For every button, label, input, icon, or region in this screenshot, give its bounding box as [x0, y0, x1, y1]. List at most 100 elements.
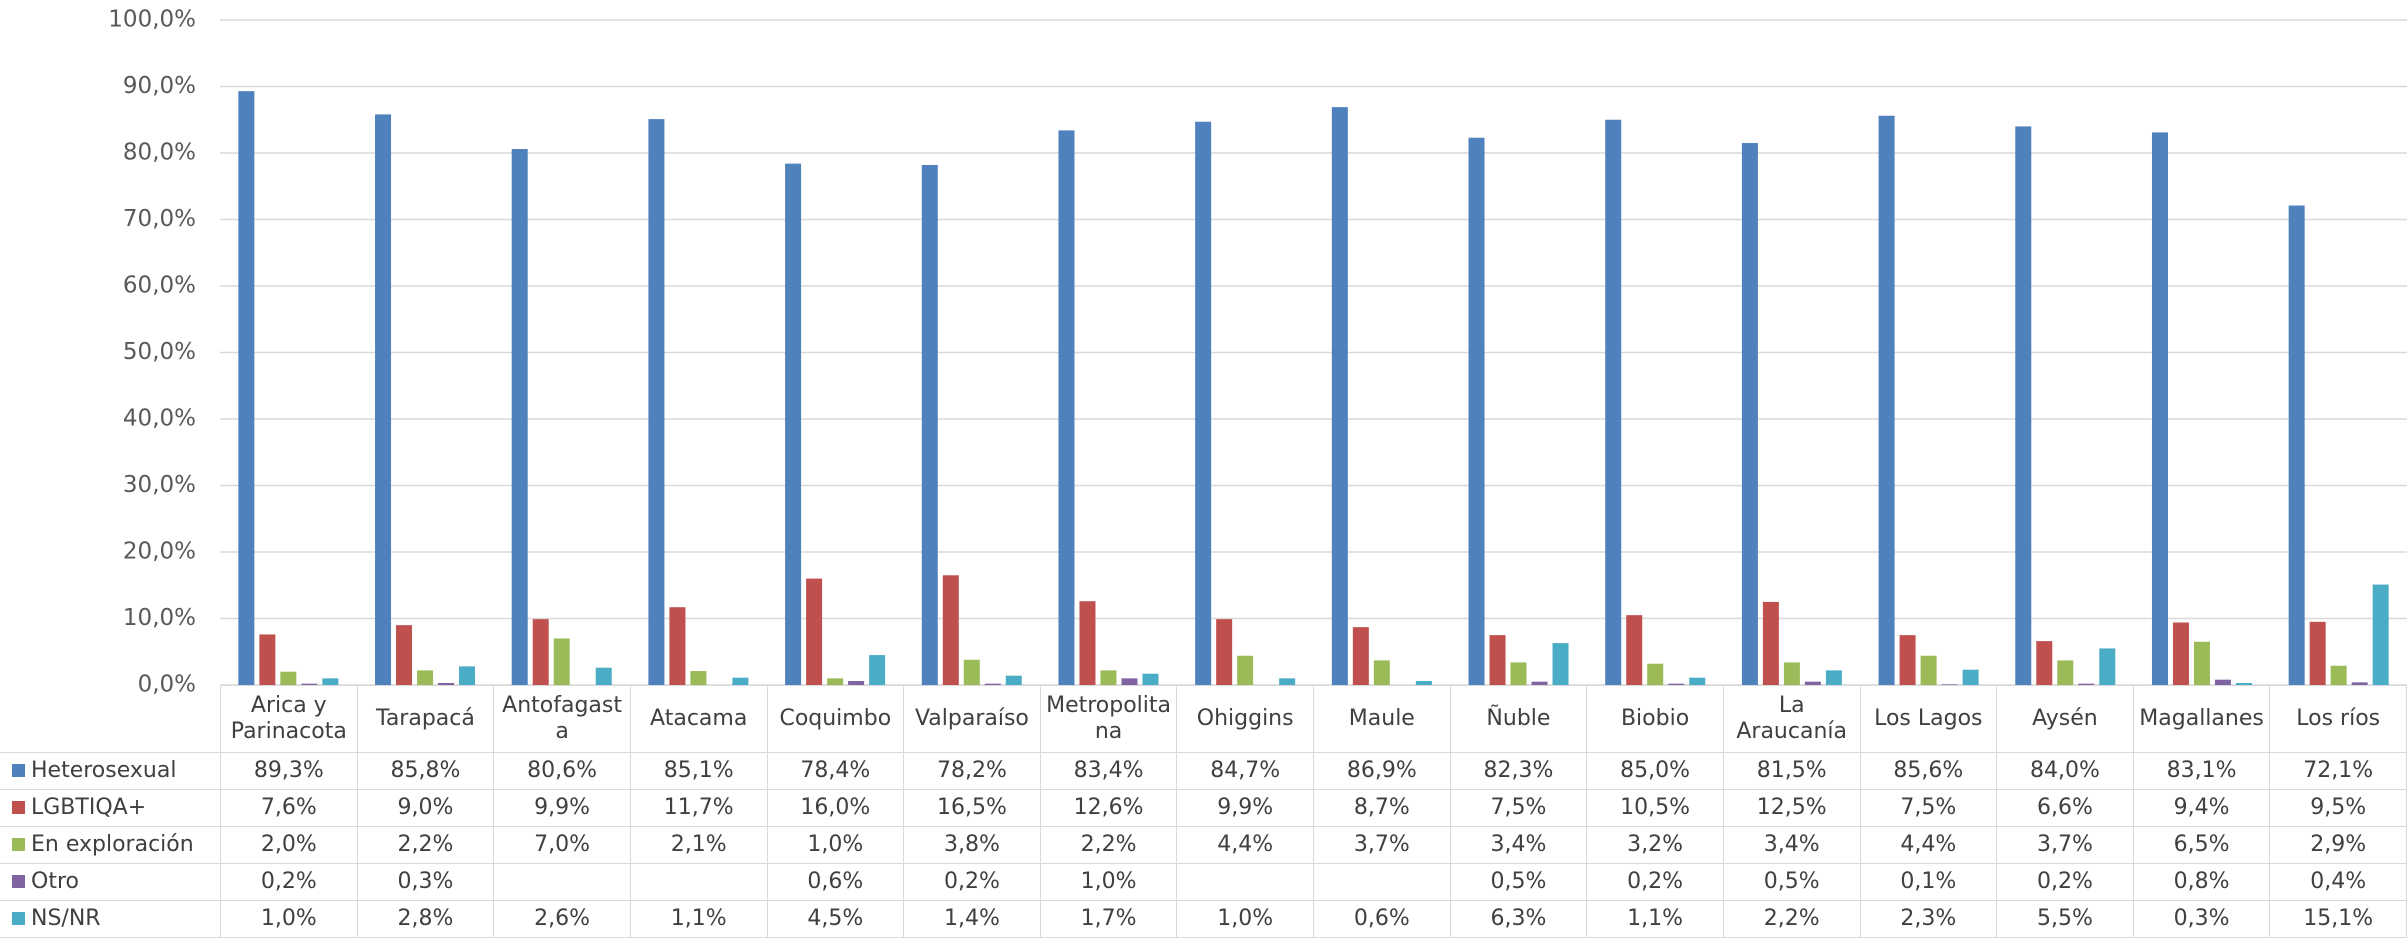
value-cell: 16,0%: [766, 789, 905, 827]
category-label: Ñuble: [1449, 685, 1588, 753]
value-cell: 2,2%: [356, 826, 495, 864]
value-cell: 2,3%: [1859, 900, 1998, 938]
corner-cell: [0, 685, 221, 753]
category-label: La Araucanía: [1722, 685, 1861, 753]
value-cell: 89,3%: [220, 752, 358, 790]
value-cell: 7,6%: [220, 789, 358, 827]
value-cell: 2,1%: [629, 826, 768, 864]
value-cell: 0,2%: [1996, 863, 2134, 901]
bar: [238, 91, 255, 685]
category-label: Maule: [1313, 685, 1451, 753]
value-cell: 83,1%: [2132, 752, 2271, 790]
bar: [2235, 683, 2252, 685]
y-tick-label: 10,0%: [123, 605, 196, 631]
bar: [1741, 143, 1758, 685]
bar: [690, 671, 707, 685]
bar: [2036, 641, 2053, 685]
series-row: Heterosexual 89,3% 85,8% 80,6% 85,1% 78,4% 78,…: [0, 752, 2407, 790]
category-label: Coquimbo: [766, 685, 905, 753]
bar: [1373, 660, 1390, 685]
value-cell: 0,6%: [766, 863, 905, 901]
bar: [2288, 205, 2305, 685]
bar: [322, 678, 339, 685]
bar: [806, 578, 823, 685]
y-tick-label: 60,0%: [123, 273, 196, 299]
bar: [553, 638, 570, 685]
legend-cell: Heterosexual: [0, 752, 221, 790]
bar: [648, 119, 665, 685]
value-cell: 7,0%: [493, 826, 631, 864]
header-row: Arica y Parinacota Tarapacá Antofagasta Ata…: [0, 685, 2407, 753]
bar: [1489, 635, 1506, 685]
category-label: Antofagasta: [493, 685, 631, 753]
y-tick-label: 30,0%: [123, 472, 196, 498]
bar: [1962, 669, 1979, 685]
bar: [1331, 107, 1348, 686]
bar: [1762, 601, 1779, 685]
value-cell: 9,0%: [356, 789, 495, 827]
series-row: Otro 0,2% 0,3% 0,6% 0,2% 1,0% 0,5% 0,2% 0,5% 0,1%…: [0, 863, 2407, 901]
bar: [2057, 660, 2074, 685]
value-cell: 6,5%: [2132, 826, 2271, 864]
bar: [1005, 675, 1022, 685]
category-label: Magallanes: [2132, 685, 2271, 753]
bar: [1804, 681, 1821, 685]
bar: [2078, 683, 2095, 685]
value-cell: 6,3%: [1449, 900, 1588, 938]
bar: [1647, 663, 1664, 685]
value-cell: 78,2%: [903, 752, 1041, 790]
value-cell: 4,4%: [1176, 826, 1314, 864]
value-cell: 1,0%: [766, 826, 905, 864]
value-cell: 0,2%: [1586, 863, 1724, 901]
category-label: Los ríos: [2269, 685, 2407, 753]
legend-key: [12, 875, 25, 888]
value-cell: 3,2%: [1586, 826, 1724, 864]
bar: [1668, 683, 1685, 685]
value-cell: 6,6%: [1996, 789, 2134, 827]
category-label: Aysén: [1996, 685, 2134, 753]
legend-cell: En exploración: [0, 826, 221, 864]
value-cell: 81,5%: [1722, 752, 1861, 790]
bar: [2151, 132, 2168, 685]
value-cell: 1,1%: [629, 900, 768, 938]
legend-cell: LGBTIQA+: [0, 789, 221, 827]
value-cell: 9,9%: [1176, 789, 1314, 827]
category-label: Atacama: [629, 685, 768, 753]
bar: [963, 659, 980, 685]
bar: [1142, 673, 1159, 685]
value-cell: 3,4%: [1722, 826, 1861, 864]
value-cell: 9,9%: [493, 789, 631, 827]
bar: [1195, 121, 1212, 686]
value-cell: 4,5%: [766, 900, 905, 938]
y-tick-label: 40,0%: [123, 406, 196, 432]
bar: [438, 683, 455, 685]
value-cell: 1,0%: [1039, 863, 1178, 901]
bar: [2351, 682, 2368, 685]
bar: [848, 681, 865, 685]
plot: 0,0%10,0%20,0%30,0%40,0%50,0%60,0%70,0%8…: [108, 7, 2407, 698]
bar: [2309, 621, 2326, 685]
legend-key: [12, 801, 25, 814]
legend-cell: Otro: [0, 863, 221, 901]
empty-cell: [1313, 863, 1451, 901]
bar: [280, 671, 297, 685]
category-label: Ohiggins: [1176, 685, 1314, 753]
value-cell: 0,3%: [356, 863, 495, 901]
value-cell: 3,4%: [1449, 826, 1588, 864]
value-cell: 0,8%: [2132, 863, 2271, 901]
value-cell: 4,4%: [1859, 826, 1998, 864]
value-cell: 0,2%: [903, 863, 1041, 901]
bar: [1279, 678, 1296, 685]
bar: [1531, 681, 1548, 685]
category-label: Arica y Parinacota: [220, 685, 358, 753]
value-cell: 72,1%: [2269, 752, 2407, 790]
bar: [1510, 662, 1527, 685]
category-label: Los Lagos: [1859, 685, 1998, 753]
data-table: Arica y Parinacota Tarapacá Antofagasta Ata…: [0, 685, 2407, 938]
bar: [459, 666, 476, 685]
value-cell: 2,2%: [1722, 900, 1861, 938]
bar: [301, 683, 318, 685]
value-cell: 0,5%: [1449, 863, 1588, 901]
category-label: Valparaíso: [903, 685, 1041, 753]
value-cell: 1,1%: [1586, 900, 1724, 938]
